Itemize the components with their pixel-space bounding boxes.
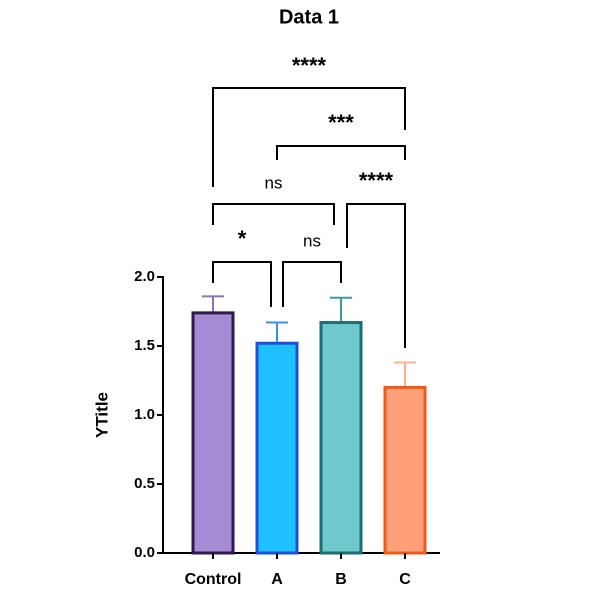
y-tick-label: 1.0 bbox=[134, 406, 155, 423]
significance-label: **** bbox=[292, 53, 327, 78]
significance-bracket bbox=[346, 203, 406, 348]
bar bbox=[319, 321, 363, 555]
x-tick-label: A bbox=[271, 571, 283, 588]
bar bbox=[255, 341, 299, 555]
significance-bracket bbox=[212, 203, 335, 225]
significance-label: ns bbox=[303, 231, 321, 250]
significance-bracket bbox=[276, 145, 406, 160]
bar bbox=[383, 385, 427, 555]
y-tick-label: 0.0 bbox=[134, 544, 155, 561]
y-tick-label: 2.0 bbox=[134, 268, 155, 285]
bar bbox=[191, 311, 235, 555]
significance-bracket bbox=[212, 261, 272, 307]
chart-title: Data 1 bbox=[279, 6, 339, 28]
x-tick-label: B bbox=[335, 571, 347, 588]
x-tick-label: C bbox=[399, 571, 411, 588]
significance-bracket bbox=[282, 261, 342, 307]
y-axis-title: YTitle bbox=[92, 392, 111, 438]
significance-label: **** bbox=[359, 168, 394, 193]
significance-label: ns bbox=[265, 173, 283, 192]
significance-label: *** bbox=[328, 110, 354, 135]
significance-label: * bbox=[238, 226, 247, 251]
y-tick-label: 0.5 bbox=[134, 475, 155, 492]
significance-bracket bbox=[212, 87, 406, 187]
y-tick-label: 1.5 bbox=[134, 337, 155, 354]
x-tick-label: Control bbox=[185, 571, 242, 588]
